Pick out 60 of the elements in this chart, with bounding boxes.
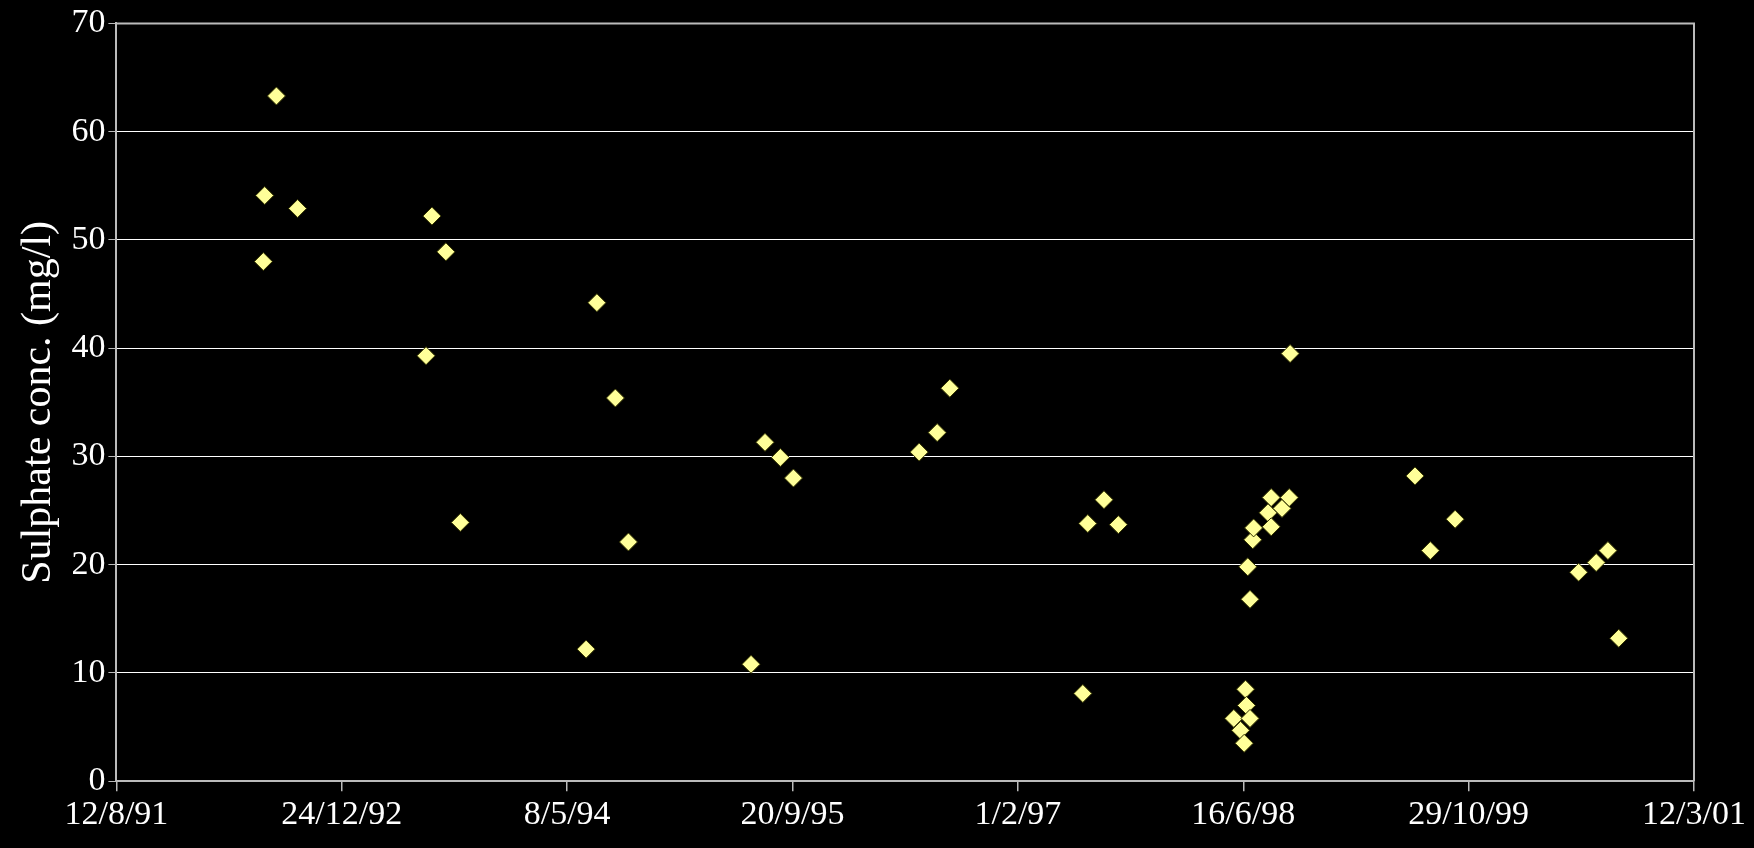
y-tick-label: 40	[71, 327, 106, 365]
point	[266, 86, 286, 106]
point	[605, 388, 625, 408]
point	[1445, 509, 1465, 529]
y-tick-label: 50	[71, 218, 106, 256]
point	[1609, 628, 1629, 648]
point	[1261, 488, 1281, 508]
point	[1094, 490, 1114, 510]
x-tick-label: 1/2/97	[974, 793, 1062, 831]
point	[1258, 503, 1278, 523]
point	[783, 468, 803, 488]
point	[1073, 684, 1093, 704]
y-tick-label: 10	[71, 651, 106, 689]
point	[909, 442, 929, 462]
point	[755, 432, 775, 452]
point	[1078, 514, 1098, 534]
point	[1405, 466, 1425, 486]
point	[587, 293, 607, 313]
point	[436, 242, 456, 262]
point	[927, 423, 947, 443]
y-tick-label: 70	[71, 2, 106, 40]
point	[1236, 679, 1256, 699]
point	[1231, 720, 1251, 740]
point	[1279, 488, 1299, 508]
y-axis-title: Sulphate conc. (mg/l)	[13, 220, 61, 584]
x-tick-label: 12/3/01	[1642, 793, 1746, 831]
point	[770, 448, 790, 468]
x-tick-label: 16/6/98	[1191, 793, 1296, 831]
point	[1272, 498, 1292, 518]
x-tick-label: 8/5/94	[523, 793, 611, 831]
point	[1234, 733, 1254, 753]
point	[1240, 589, 1260, 609]
point	[288, 199, 308, 219]
point	[255, 186, 275, 206]
point	[1238, 557, 1258, 577]
x-tick-label: 20/9/95	[740, 793, 845, 831]
x-tick-label: 24/12/92	[281, 793, 403, 831]
point	[422, 206, 442, 226]
point	[1586, 553, 1606, 573]
y-tick-label: 20	[71, 543, 106, 581]
point	[1598, 541, 1618, 561]
y-tick-label: 30	[71, 435, 106, 473]
point	[940, 378, 960, 398]
point	[1420, 541, 1440, 561]
point	[1236, 695, 1256, 715]
point	[618, 532, 638, 552]
point	[416, 346, 436, 366]
point	[1280, 344, 1300, 364]
y-tick-label: 60	[71, 110, 106, 148]
point	[253, 252, 273, 272]
x-tick-label: 29/10/99	[1408, 793, 1530, 831]
point	[450, 512, 470, 532]
point	[1108, 515, 1128, 535]
point	[1224, 708, 1244, 728]
point	[1261, 517, 1281, 537]
point	[576, 639, 596, 659]
point	[741, 654, 761, 674]
point	[1240, 708, 1260, 728]
point	[1244, 518, 1264, 538]
point	[1569, 562, 1589, 582]
